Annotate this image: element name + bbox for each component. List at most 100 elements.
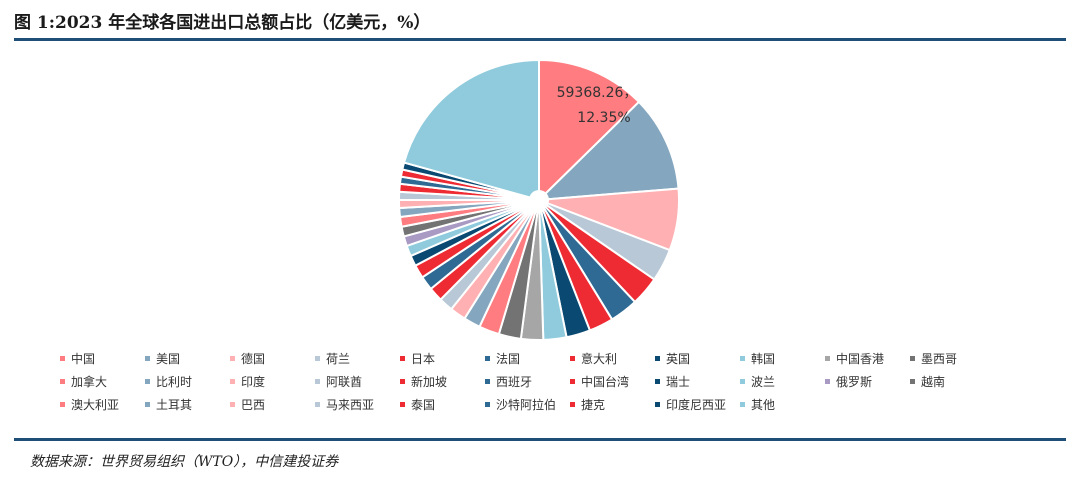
legend-swatch <box>740 401 745 407</box>
legend-swatch <box>60 355 65 361</box>
legend-item: 意大利 <box>570 349 655 367</box>
legend-item: 比利时 <box>145 372 230 390</box>
legend-item: 美国 <box>145 349 230 367</box>
legend-swatch <box>315 378 320 384</box>
legend-item: 英国 <box>655 349 740 367</box>
legend-label: 巴西 <box>241 397 266 412</box>
legend-swatch <box>60 378 65 384</box>
legend-swatch <box>400 378 405 384</box>
legend-label: 马来西亚 <box>326 397 375 412</box>
legend-label: 中国台湾 <box>581 374 630 389</box>
legend-label: 新加坡 <box>411 374 448 389</box>
legend-item: 韩国 <box>740 349 825 367</box>
pie-slice-30 <box>402 58 540 202</box>
slice-label-percent: 12.35% <box>577 110 630 126</box>
legend-label: 英国 <box>666 351 691 366</box>
legend-label: 荷兰 <box>326 351 351 366</box>
legend-swatch <box>825 355 830 361</box>
legend-swatch <box>655 401 660 407</box>
legend-label: 加拿大 <box>71 374 108 389</box>
legend-swatch <box>740 355 745 361</box>
legend-swatch <box>825 378 830 384</box>
legend-item: 捷克 <box>570 395 655 413</box>
legend-label: 瑞士 <box>666 374 691 389</box>
legend-item: 巴西 <box>230 395 315 413</box>
legend-label: 中国 <box>71 351 96 366</box>
legend-swatch <box>230 355 235 361</box>
legend-swatch <box>60 401 65 407</box>
legend-swatch <box>400 355 405 361</box>
legend-swatch <box>485 378 490 384</box>
pie-slices <box>397 58 680 341</box>
legend-label: 其他 <box>751 397 776 412</box>
legend-label: 韩国 <box>751 351 776 366</box>
legend-item: 法国 <box>485 349 570 367</box>
legend-swatch <box>910 355 915 361</box>
legend-label: 沙特阿拉伯 <box>496 397 557 412</box>
chart-title: 图 1:2023 年全球各国进出口总额占比（亿美元，%） <box>14 13 431 33</box>
legend-label: 中国香港 <box>836 351 885 366</box>
legend-item: 中国 <box>60 349 145 367</box>
legend-label: 意大利 <box>581 351 618 366</box>
legend-swatch <box>315 355 320 361</box>
legend-swatch <box>230 378 235 384</box>
legend-label: 俄罗斯 <box>836 374 873 389</box>
legend-label: 美国 <box>156 351 181 366</box>
chart-legend: 中国 美国 德国 荷兰 日本 法国 意大利 英国 韩国 中国香港 墨西哥加拿大 比利时 印度 阿联酋 新加坡… <box>60 349 1040 413</box>
legend-label: 土耳其 <box>156 397 193 412</box>
legend-label: 比利时 <box>156 374 193 389</box>
legend-label: 澳大利亚 <box>71 397 120 412</box>
legend-item: 中国香港 <box>825 349 910 367</box>
legend-swatch <box>910 378 915 384</box>
legend-item: 阿联酋 <box>315 372 400 390</box>
legend-label: 阿联酋 <box>326 374 363 389</box>
legend-label: 墨西哥 <box>921 351 958 366</box>
legend-swatch <box>655 378 660 384</box>
legend-label: 日本 <box>411 351 436 366</box>
legend-item: 荷兰 <box>315 349 400 367</box>
legend-swatch <box>740 378 745 384</box>
legend-item: 墨西哥 <box>910 349 995 367</box>
legend-item: 沙特阿拉伯 <box>485 395 570 413</box>
legend-item: 其他 <box>740 395 825 413</box>
top-divider <box>14 38 1066 41</box>
legend-item: 中国台湾 <box>570 372 655 390</box>
legend-label: 法国 <box>496 351 521 366</box>
legend-label: 捷克 <box>581 397 606 412</box>
legend-swatch <box>230 401 235 407</box>
legend-label: 印度尼西亚 <box>666 397 727 412</box>
slice-label-value: 59368.26， <box>557 85 638 101</box>
legend-swatch <box>485 401 490 407</box>
legend-item: 土耳其 <box>145 395 230 413</box>
legend-item: 澳大利亚 <box>60 395 145 413</box>
legend-item: 马来西亚 <box>315 395 400 413</box>
legend-swatch <box>145 355 150 361</box>
legend-item: 西班牙 <box>485 372 570 390</box>
legend-item: 德国 <box>230 349 315 367</box>
legend-label: 印度 <box>241 374 266 389</box>
legend-item: 波兰 <box>740 372 825 390</box>
legend-label: 泰国 <box>411 397 436 412</box>
legend-item: 印度尼西亚 <box>655 395 740 413</box>
legend-item: 泰国 <box>400 395 485 413</box>
bottom-divider <box>14 438 1066 441</box>
pie-slice-1 <box>536 100 680 202</box>
legend-label: 西班牙 <box>496 374 533 389</box>
pie-slice-0 <box>538 58 641 203</box>
legend-item: 俄罗斯 <box>825 372 910 390</box>
source-note: 数据来源：世界贸易组织（WTO），中信建投证券 <box>30 454 339 470</box>
pie-center <box>529 190 549 210</box>
legend-item: 新加坡 <box>400 372 485 390</box>
legend-label: 越南 <box>921 374 946 389</box>
legend-item: 越南 <box>910 372 995 390</box>
legend-item: 加拿大 <box>60 372 145 390</box>
legend-swatch <box>570 401 575 407</box>
legend-swatch <box>400 401 405 407</box>
legend-swatch <box>145 378 150 384</box>
legend-item: 瑞士 <box>655 372 740 390</box>
legend-swatch <box>570 378 575 384</box>
legend-swatch <box>485 355 490 361</box>
legend-label: 德国 <box>241 351 266 366</box>
legend-swatch <box>655 355 660 361</box>
